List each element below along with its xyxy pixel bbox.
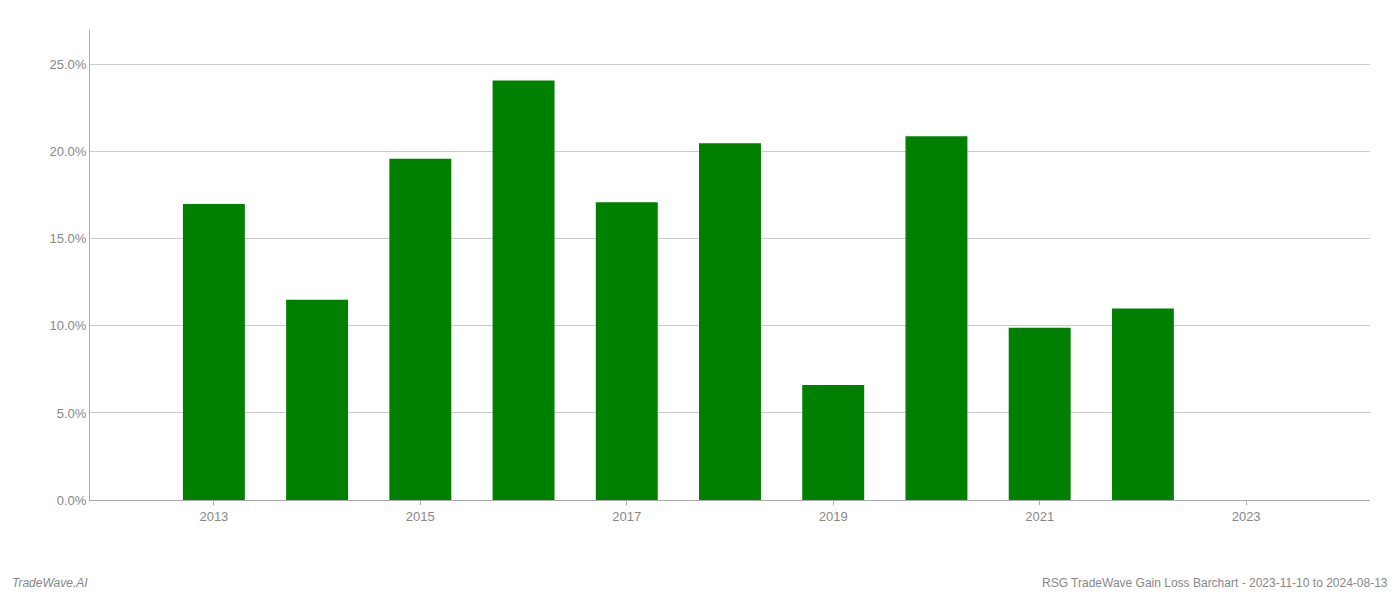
svg-text:5.0%: 5.0% (57, 406, 87, 421)
svg-text:2017: 2017 (612, 509, 641, 524)
svg-text:2021: 2021 (1025, 509, 1054, 524)
svg-text:20.0%: 20.0% (50, 144, 87, 159)
svg-text:0.0%: 0.0% (57, 493, 87, 508)
svg-text:RSG TradeWave Gain Loss Barcha: RSG TradeWave Gain Loss Barchart - 2023-… (1042, 576, 1388, 590)
svg-text:2023: 2023 (1232, 509, 1261, 524)
svg-text:25.0%: 25.0% (50, 57, 87, 72)
svg-text:TradeWave.AI: TradeWave.AI (12, 576, 88, 590)
svg-text:2015: 2015 (406, 509, 435, 524)
svg-text:10.0%: 10.0% (50, 318, 87, 333)
svg-text:2019: 2019 (819, 509, 848, 524)
svg-text:2013: 2013 (199, 509, 228, 524)
svg-text:15.0%: 15.0% (50, 231, 87, 246)
